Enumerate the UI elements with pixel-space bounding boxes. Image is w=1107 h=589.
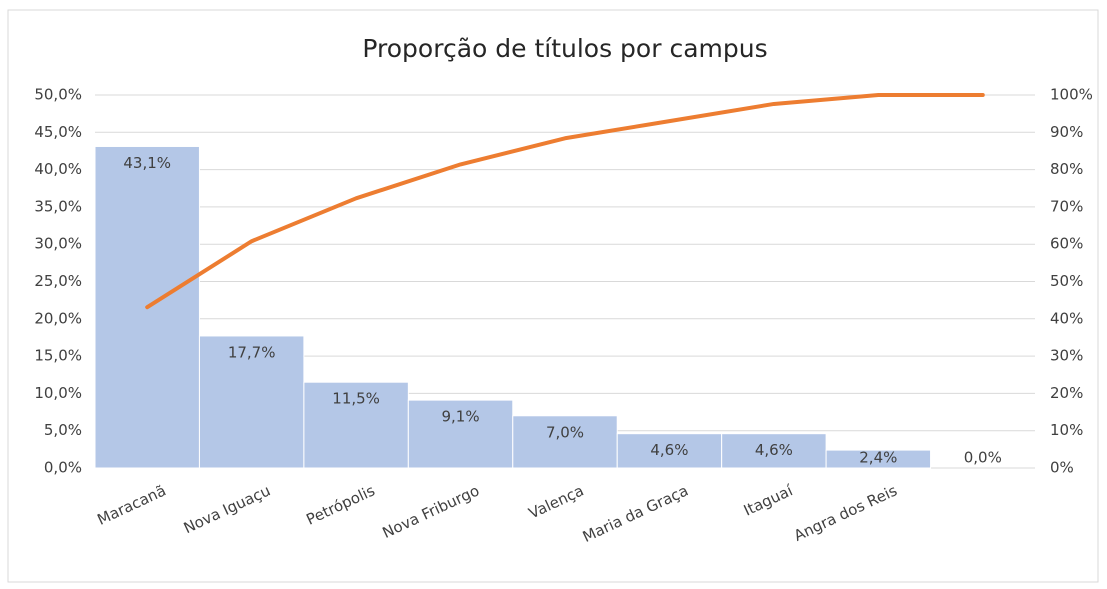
chart-title: Proporção de títulos por campus	[362, 34, 767, 63]
y2-tick-label: 60%	[1050, 235, 1083, 253]
data-label: 43,1%	[123, 154, 171, 172]
y-tick-label: 30,0%	[34, 235, 82, 253]
y2-tick-label: 80%	[1050, 160, 1083, 178]
y2-tick-label: 30%	[1050, 347, 1083, 365]
y-tick-label: 20,0%	[34, 309, 82, 327]
data-label: 7,0%	[546, 423, 584, 441]
y2-tick-label: 50%	[1050, 272, 1083, 290]
bar	[512, 415, 618, 469]
data-label: 4,6%	[755, 441, 793, 459]
y-tick-label: 50,0%	[34, 86, 82, 104]
data-label: 17,7%	[228, 343, 276, 361]
y2-tick-label: 70%	[1050, 197, 1083, 215]
y2-tick-label: 40%	[1050, 309, 1083, 327]
y2-tick-label: 10%	[1050, 421, 1083, 439]
y2-tick-label: 0%	[1050, 459, 1074, 477]
y-tick-label: 0,0%	[44, 459, 82, 477]
bar	[407, 399, 514, 469]
y2-tick-label: 90%	[1050, 123, 1083, 141]
data-label: 2,4%	[859, 449, 897, 467]
y2-tick-label: 20%	[1050, 384, 1083, 402]
data-label: 4,6%	[650, 441, 688, 459]
y-tick-label: 25,0%	[34, 272, 82, 290]
bar	[616, 433, 723, 469]
bar	[198, 335, 305, 469]
y2-tick-label: 100%	[1050, 86, 1093, 104]
cumulative-line	[145, 93, 985, 310]
data-label: 11,5%	[332, 390, 380, 408]
bar	[721, 433, 827, 469]
data-label: 9,1%	[442, 408, 480, 426]
y-tick-label: 40,0%	[34, 160, 82, 178]
y-tick-label: 45,0%	[34, 123, 82, 141]
y-tick-label: 10,0%	[34, 384, 82, 402]
data-label: 0,0%	[964, 449, 1002, 467]
y-tick-label: 15,0%	[34, 347, 82, 365]
bar	[303, 381, 409, 469]
y-tick-label: 35,0%	[34, 197, 82, 215]
y-tick-label: 5,0%	[44, 421, 82, 439]
bar	[825, 449, 932, 469]
